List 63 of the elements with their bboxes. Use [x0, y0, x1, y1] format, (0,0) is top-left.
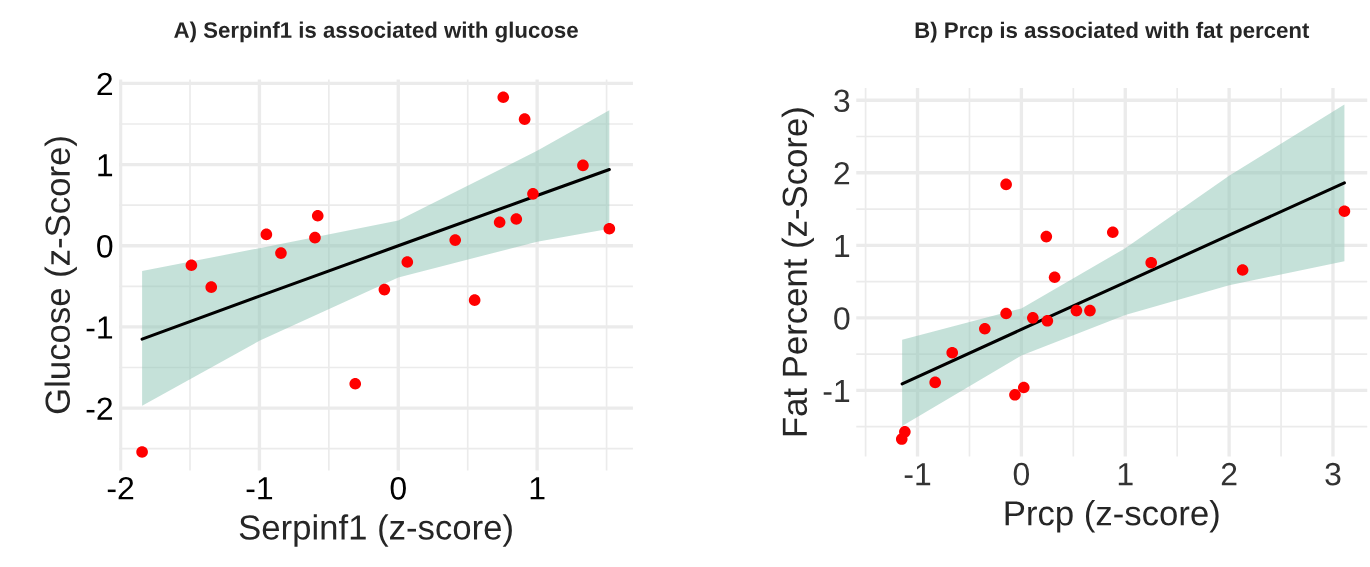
y-axis-title: Fat Percent (z-Score) — [781, 108, 814, 436]
y-tick-label: 1 — [98, 154, 113, 177]
point — [1017, 381, 1030, 394]
point — [1106, 226, 1119, 239]
point — [378, 283, 391, 296]
point — [1236, 264, 1249, 276]
point — [401, 256, 414, 268]
point — [1041, 314, 1054, 327]
x-tick-label: 0 — [1013, 462, 1030, 486]
chart-title: B) Prcp is associated with fat percent — [915, 21, 1310, 43]
point — [929, 376, 941, 389]
point — [136, 446, 148, 458]
point — [1084, 304, 1096, 317]
point — [205, 281, 218, 293]
point — [1027, 312, 1039, 324]
point — [260, 228, 273, 241]
y-tick-label: -1 — [86, 316, 113, 339]
y-tick-label: 3 — [834, 89, 850, 113]
point — [468, 294, 481, 306]
point — [518, 113, 531, 125]
x-tick-label: 2 — [1221, 462, 1237, 486]
point — [1048, 271, 1061, 284]
point — [275, 247, 287, 259]
y-tick-label: 0 — [834, 307, 850, 330]
x-tick-label: 0 — [390, 477, 406, 500]
point — [349, 377, 362, 390]
x-tick-label: -1 — [904, 463, 931, 486]
point — [309, 231, 321, 244]
point — [899, 425, 911, 438]
x-tick-label: 1 — [530, 477, 545, 500]
y-axis-title: Glucose (z-Score) — [44, 137, 77, 414]
y-tick-label: 2 — [834, 162, 850, 185]
point — [497, 91, 510, 104]
x-tick-label: 1 — [1118, 463, 1133, 486]
line-series — [140, 167, 611, 341]
point — [1040, 230, 1053, 243]
point — [1009, 388, 1021, 401]
point — [527, 188, 539, 200]
y-tick-label: -2 — [86, 397, 113, 420]
line-series — [900, 181, 1346, 386]
y-tick-label: 1 — [835, 234, 850, 257]
point — [946, 346, 959, 359]
point — [1145, 256, 1158, 269]
point — [1000, 178, 1012, 191]
x-tick-label: -1 — [246, 477, 273, 500]
point — [577, 159, 589, 172]
x-axis-title: Serpinf1 (z-score) — [239, 514, 512, 547]
chart-title: A) Serpinf1 is associated with glucose — [174, 21, 578, 43]
point — [311, 209, 324, 222]
y-tick-label: 2 — [97, 72, 113, 96]
point — [979, 322, 991, 335]
point — [603, 222, 616, 235]
point — [493, 216, 506, 229]
point — [1070, 304, 1083, 317]
point — [449, 234, 462, 246]
x-axis-title: Prcp (z-score) — [1005, 500, 1219, 533]
point — [185, 259, 198, 272]
x-tick-label: 3 — [1325, 462, 1341, 486]
y-tick-label: 0 — [97, 235, 113, 258]
y-tick-label: -1 — [823, 380, 850, 402]
point — [1000, 307, 1012, 320]
point — [1338, 205, 1351, 218]
point — [510, 213, 523, 225]
